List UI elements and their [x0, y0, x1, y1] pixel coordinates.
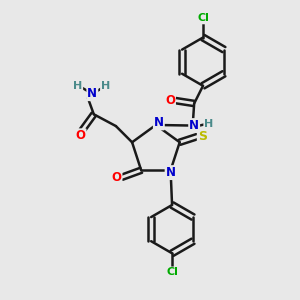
Text: H: H — [101, 81, 110, 91]
Text: H: H — [204, 119, 214, 129]
Text: O: O — [165, 94, 175, 107]
Text: H: H — [73, 81, 82, 91]
Text: O: O — [76, 129, 85, 142]
Text: N: N — [166, 166, 176, 179]
Text: N: N — [87, 87, 97, 100]
Text: Cl: Cl — [166, 267, 178, 278]
Text: O: O — [112, 171, 122, 184]
Text: N: N — [154, 116, 164, 129]
Text: Cl: Cl — [197, 14, 209, 23]
Text: S: S — [198, 130, 207, 143]
Text: N: N — [189, 119, 199, 132]
